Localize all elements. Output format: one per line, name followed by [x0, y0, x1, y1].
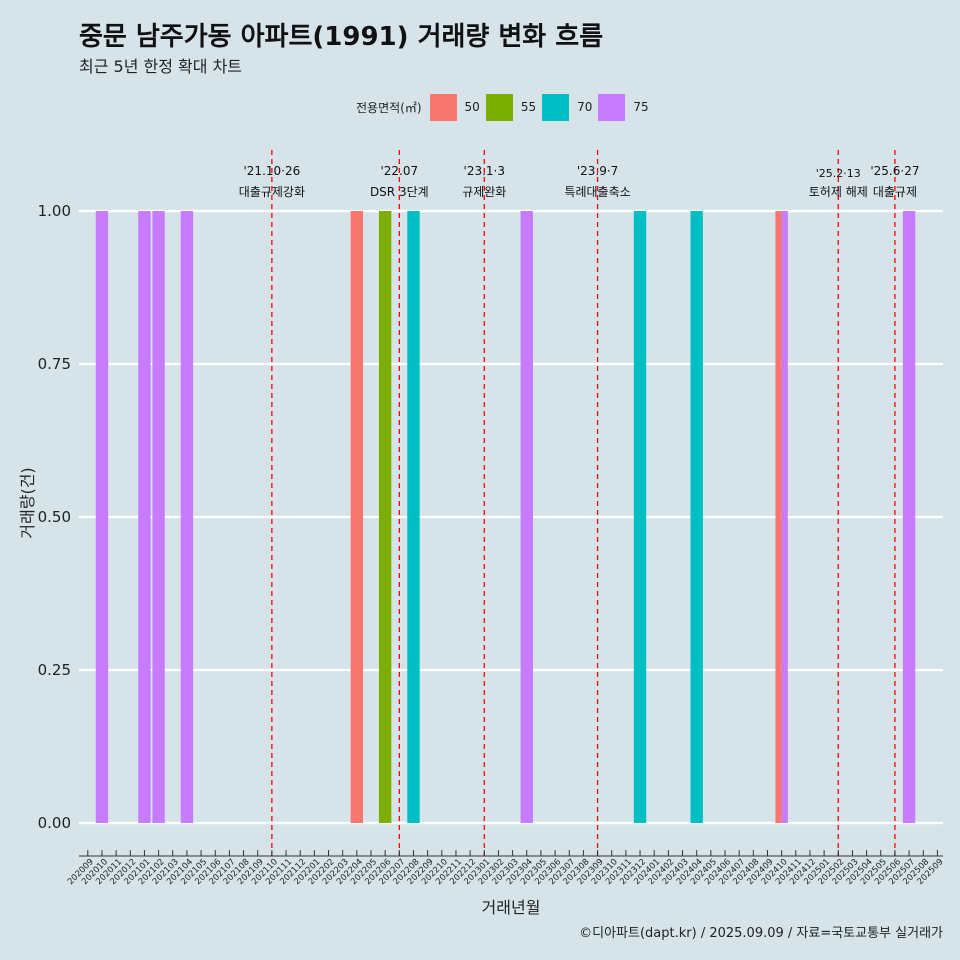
event-date-202110: '21.10·26 — [244, 164, 301, 178]
event-label-202506: 대출규제 — [873, 185, 917, 199]
y-tick-label-0.50: 0.50 — [38, 508, 71, 526]
legend-label-75: 75 — [633, 100, 649, 114]
event-label-202301: 규제완화 — [462, 185, 506, 199]
y-tick-label-0.00: 0.00 — [38, 814, 71, 832]
source-caption: ©디아파트(dapt.kr) / 2025.09.09 / 자료=국토교통부 실… — [579, 926, 943, 941]
bar-202104-75 — [180, 211, 194, 823]
legend-item-75: 75 — [598, 93, 649, 121]
y-tick-label-0.25: 0.25 — [38, 661, 71, 679]
legend-swatch-75 — [598, 93, 626, 121]
event-label-202207: DSR 3단계 — [370, 185, 429, 199]
bar-202410-50 — [775, 211, 782, 823]
legend-swatch-70 — [542, 93, 570, 121]
bar-202010-75 — [95, 211, 109, 823]
y-tick-label-0.75: 0.75 — [38, 355, 71, 373]
y-axis-title: 거래량(건) — [18, 467, 37, 538]
bar-202404-70 — [690, 211, 703, 823]
legend-item-70: 70 — [542, 93, 593, 121]
legend-label-70: 70 — [577, 100, 593, 114]
bar-202312-70 — [633, 211, 647, 823]
legend-item-50: 50 — [429, 93, 480, 121]
bar-202102-75 — [152, 211, 165, 823]
event-date-202309: '23.9·7 — [577, 164, 618, 178]
bar-202410-75 — [781, 211, 788, 823]
chart-subtitle: 최근 5년 한정 확대 차트 — [79, 57, 243, 76]
event-label-202309: 특례대출축소 — [564, 185, 630, 199]
bar-202204-50 — [350, 211, 364, 823]
event-date-202207: '22.07 — [380, 164, 418, 178]
legend: 전용면적(㎡) 50 55 70 75 — [356, 93, 655, 121]
chart-title: 중문 남주가동 아파트(1991) 거래량 변화 흐름 — [79, 22, 604, 52]
legend-label-50: 50 — [464, 100, 480, 114]
legend-label-55: 55 — [520, 100, 537, 114]
event-date-202502: '25.2·13 — [816, 167, 861, 180]
x-axis-title: 거래년월 — [482, 898, 541, 917]
bar-202507-75 — [902, 211, 916, 823]
y-tick-label-1.00: 1.00 — [38, 202, 71, 220]
legend-title: 전용면적(㎡) — [356, 100, 422, 115]
legend-swatch-50 — [429, 93, 457, 121]
event-date-202506: '25.6·27 — [870, 164, 919, 178]
event-date-202301: '23.1·3 — [464, 164, 505, 178]
bar-202304-75 — [520, 211, 533, 823]
legend-item-55: 55 — [485, 93, 537, 121]
event-label-202110: 대출규제강화 — [239, 185, 305, 199]
legend-swatch-55 — [485, 93, 513, 121]
bar-202101-75 — [138, 211, 151, 823]
bar-202208-70 — [407, 211, 420, 823]
event-label-202502: 토허제 해제 — [809, 185, 868, 199]
bar-202206-55 — [378, 211, 392, 823]
